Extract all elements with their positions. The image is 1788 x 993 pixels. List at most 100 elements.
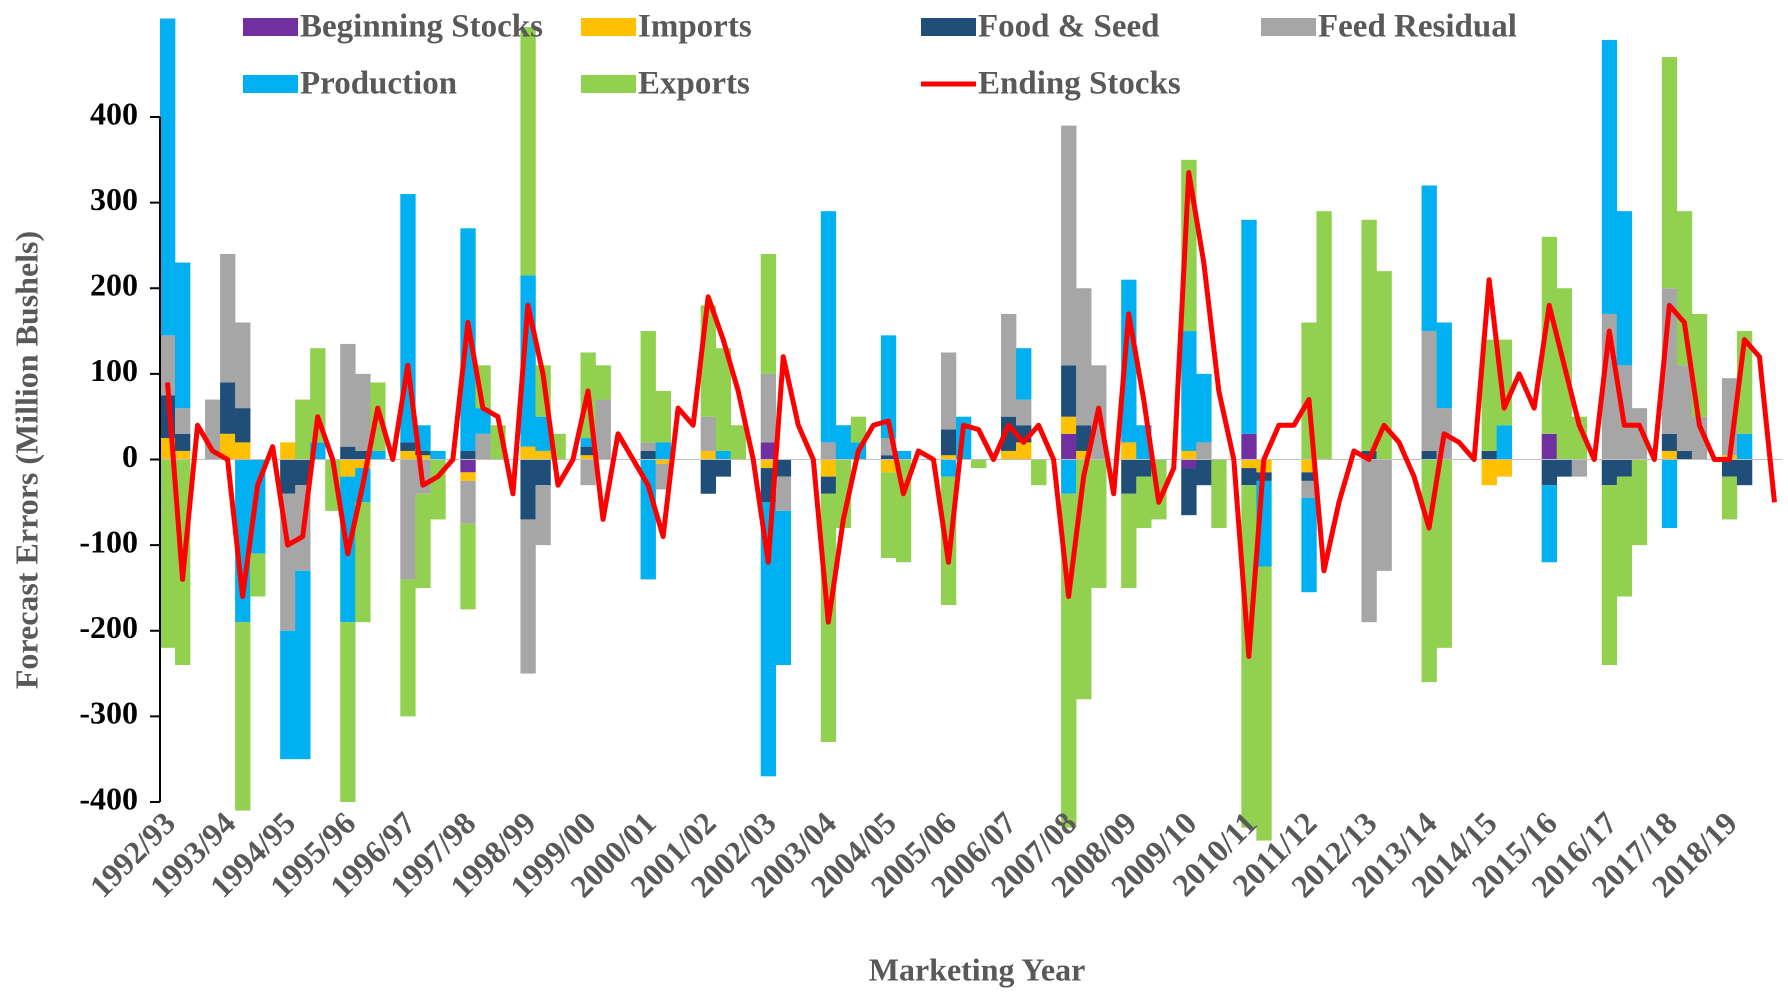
bar (400, 450, 416, 460)
bar (175, 262, 191, 409)
bar (1661, 433, 1678, 451)
bar (1241, 468, 1257, 486)
bar (820, 459, 837, 477)
legend-item: Production (243, 66, 457, 102)
bar (1061, 433, 1077, 460)
bar (1601, 485, 1618, 665)
bar (1121, 459, 1137, 494)
legend-swatch (1261, 18, 1316, 36)
bar (940, 459, 957, 477)
legend-swatch (243, 75, 298, 93)
legend-item: Exports (581, 66, 750, 102)
bar (280, 442, 296, 460)
legend-label: Food & Seed (978, 9, 1160, 45)
bar (1361, 459, 1377, 623)
bar (220, 382, 236, 434)
bar (460, 472, 476, 481)
bar (1136, 459, 1152, 477)
bar (1016, 348, 1032, 400)
bar (520, 446, 536, 460)
legend-item: Feed Residual (1261, 9, 1517, 45)
bar (280, 459, 296, 494)
bar (1541, 433, 1558, 460)
bar (1661, 57, 1678, 289)
bar (400, 579, 416, 717)
bar (835, 425, 852, 460)
bar (1601, 459, 1618, 486)
bar (640, 331, 656, 443)
bar (220, 254, 236, 383)
bar (415, 493, 431, 588)
legend-item: Beginning Stocks (243, 9, 543, 45)
bar (460, 450, 476, 460)
bar (655, 459, 671, 464)
bar (235, 442, 251, 460)
bar (1676, 365, 1693, 451)
y-tick-label: -400 (79, 780, 138, 816)
bar (1676, 450, 1693, 460)
bar (1076, 425, 1092, 451)
bar (1091, 459, 1107, 588)
bar (580, 438, 596, 447)
bar (1181, 468, 1197, 516)
bar (880, 472, 897, 558)
bar (971, 459, 987, 469)
bar (1421, 450, 1437, 460)
bar (580, 459, 596, 486)
y-tick-label: -300 (79, 695, 138, 731)
bar (1241, 433, 1257, 460)
bar (1436, 459, 1452, 648)
y-tick-label: 300 (90, 181, 138, 217)
y-tick-label: -100 (79, 523, 138, 559)
bar (1181, 450, 1197, 460)
bar (175, 408, 191, 434)
bar (310, 348, 326, 443)
bar (520, 459, 536, 520)
bar (760, 373, 777, 443)
bar (1421, 331, 1437, 451)
bar (160, 459, 176, 648)
legend-label: Beginning Stocks (300, 9, 543, 45)
bar (1031, 459, 1047, 486)
y-axis-title: Forecast Errors (Million Bushels) (8, 231, 44, 689)
bar (1136, 476, 1152, 528)
bar (1076, 288, 1092, 426)
bar (760, 502, 777, 777)
bar (220, 433, 236, 460)
bar (640, 442, 656, 451)
bar (1061, 125, 1077, 366)
bar (235, 622, 251, 811)
bar (295, 570, 311, 760)
bar (1001, 416, 1017, 451)
bar (340, 343, 356, 447)
bar (640, 459, 656, 580)
bar (595, 399, 611, 460)
bar (1616, 211, 1633, 366)
bar (1061, 416, 1077, 434)
bar (1556, 459, 1573, 477)
bar (460, 523, 476, 610)
legend-item: Ending Stocks (921, 66, 1181, 102)
bar (340, 622, 356, 802)
y-tick-label: 200 (90, 267, 138, 303)
bar (1601, 39, 1618, 314)
bar (1496, 425, 1512, 460)
bar (655, 442, 671, 460)
bar (940, 429, 957, 456)
legend-swatch (581, 18, 636, 36)
bar (1211, 459, 1227, 528)
bar (1721, 476, 1738, 520)
bar (1541, 485, 1558, 563)
bar (880, 459, 897, 473)
bar (1676, 211, 1693, 366)
bar (1196, 459, 1212, 486)
legend-label: Production (300, 66, 457, 102)
bar (355, 450, 371, 460)
bar (460, 480, 476, 524)
bar (475, 408, 491, 434)
bar (700, 459, 716, 494)
bar (640, 450, 656, 460)
bar (775, 476, 792, 511)
bar (820, 211, 837, 443)
bar (235, 408, 251, 443)
